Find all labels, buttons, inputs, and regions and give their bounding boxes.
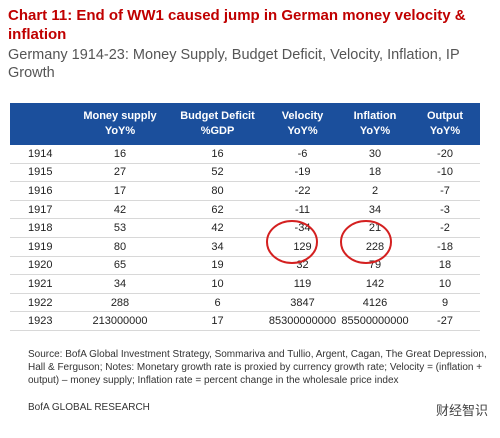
value-cell: 42	[170, 218, 265, 238]
value-cell: -27	[410, 311, 480, 331]
value-cell: 228	[340, 237, 410, 257]
value-cell: 17	[70, 181, 170, 201]
table-row: 1919 80 34 129 228 -18	[10, 237, 480, 257]
value-cell: 18	[340, 163, 410, 183]
table-row: 1920 65 19 32 79 18	[10, 256, 480, 276]
year-cell: 1915	[10, 163, 70, 183]
value-cell: 288	[70, 293, 170, 313]
value-cell: 34	[70, 274, 170, 294]
value-cell: 80	[70, 237, 170, 257]
watermark: 财经智识	[435, 403, 488, 418]
value-cell: 19	[170, 256, 265, 276]
chart-title: Chart 11: End of WW1 caused jump in Germ…	[8, 7, 466, 43]
value-cell: 142	[340, 274, 410, 294]
header-cell: Inflation YoY%	[340, 103, 410, 145]
header-text: YoY%	[104, 125, 136, 137]
value-cell: 213000000	[70, 311, 170, 331]
table-row: 1915 27 52 -19 18 -10	[10, 163, 480, 183]
value-cell: 34	[340, 200, 410, 220]
value-cell: -19	[265, 163, 340, 183]
year-cell: 1923	[10, 311, 70, 331]
header-cell: Budget Deficit %GDP	[170, 103, 265, 145]
value-cell: -3	[410, 200, 480, 220]
value-cell: 18	[410, 256, 480, 276]
value-cell: 4126	[340, 293, 410, 313]
value-cell: 34	[170, 237, 265, 257]
year-cell: 1922	[10, 293, 70, 313]
value-cell: 62	[170, 200, 265, 220]
brand: BofA GLOBAL RESEARCH	[28, 402, 150, 413]
table-row: 1916 17 80 -22 2 -7	[10, 181, 480, 201]
table-row: 1921 34 10 119 142 10	[10, 274, 480, 294]
value-cell: -34	[265, 218, 340, 238]
header-text: YoY%	[287, 125, 318, 137]
value-cell: 32	[265, 256, 340, 276]
value-cell: -10	[410, 163, 480, 183]
value-cell: 21	[340, 218, 410, 238]
year-cell: 1919	[10, 237, 70, 257]
header-text: Velocity	[281, 110, 324, 122]
table-row: 1923 213000000 17 85300000000 85500000000 -27	[10, 311, 480, 331]
header-text: %GDP	[200, 125, 235, 137]
header-cell: Velocity YoY%	[265, 103, 340, 145]
value-cell: -22	[265, 181, 340, 201]
value-cell: 30	[340, 145, 410, 164]
header-text: Output	[426, 110, 464, 122]
year-cell: 1921	[10, 274, 70, 294]
year-cell: 1918	[10, 218, 70, 238]
header-text: YoY%	[359, 125, 391, 137]
value-cell: 17	[170, 311, 265, 331]
value-cell: 52	[170, 163, 265, 183]
value-cell: 129	[265, 237, 340, 257]
value-cell: 85500000000	[340, 311, 410, 331]
header-cell: Output YoY%	[410, 103, 480, 145]
value-cell: 16	[170, 145, 265, 164]
subtitle: Germany 1914-23: Money Supply, Budget De…	[8, 47, 460, 81]
header-text: Money supply	[83, 110, 157, 122]
value-cell: 16	[70, 145, 170, 164]
value-cell: -20	[410, 145, 480, 164]
value-cell: 10	[170, 274, 265, 294]
value-cell: 53	[70, 218, 170, 238]
value-cell: 80	[170, 181, 265, 201]
header-text: Inflation	[353, 110, 397, 122]
table-row: 1914 16 16 -6 30 -20	[10, 145, 480, 164]
value-cell: 42	[70, 200, 170, 220]
value-cell: 10	[410, 274, 480, 294]
header-row: Money supply YoY% Budget Deficit %GDP Veloci…	[10, 103, 480, 145]
value-cell: 6	[170, 293, 265, 313]
value-cell: 85300000000	[265, 311, 340, 331]
year-cell: 1917	[10, 200, 70, 220]
value-cell: 9	[410, 293, 480, 313]
value-cell: 79	[340, 256, 410, 276]
year-cell: 1920	[10, 256, 70, 276]
source-note: Source: BofA Global Investment Strategy,…	[28, 349, 487, 386]
value-cell: 3847	[265, 293, 340, 313]
value-cell: -18	[410, 237, 480, 257]
table-body: 1914 16 16 -6 30 -20 1915 27 52 -19 18 -10 1916 17 80-…	[10, 145, 480, 331]
year-cell: 1914	[10, 145, 70, 164]
value-cell: 65	[70, 256, 170, 276]
table-row: 1922 288 6 3847 4126 9	[10, 293, 480, 313]
header-text: Budget Deficit	[180, 110, 255, 122]
value-cell: 119	[265, 274, 340, 294]
year-cell: 1916	[10, 181, 70, 201]
value-cell: 27	[70, 163, 170, 183]
table-row: 1918 53 42 -34 21 -2	[10, 218, 480, 238]
value-cell: -11	[265, 200, 340, 220]
table-row: 1917 42 62 -11 34 -3	[10, 200, 480, 220]
value-cell: -6	[265, 145, 340, 164]
header-text: YoY%	[429, 125, 461, 137]
header-cell: Money supply YoY%	[70, 103, 170, 145]
value-cell: -7	[410, 181, 480, 201]
data-table: Money supply YoY% Budget Deficit %GDP Veloci…	[10, 103, 480, 331]
header-cell	[10, 103, 70, 145]
value-cell: -2	[410, 218, 480, 238]
value-cell: 2	[340, 181, 410, 201]
